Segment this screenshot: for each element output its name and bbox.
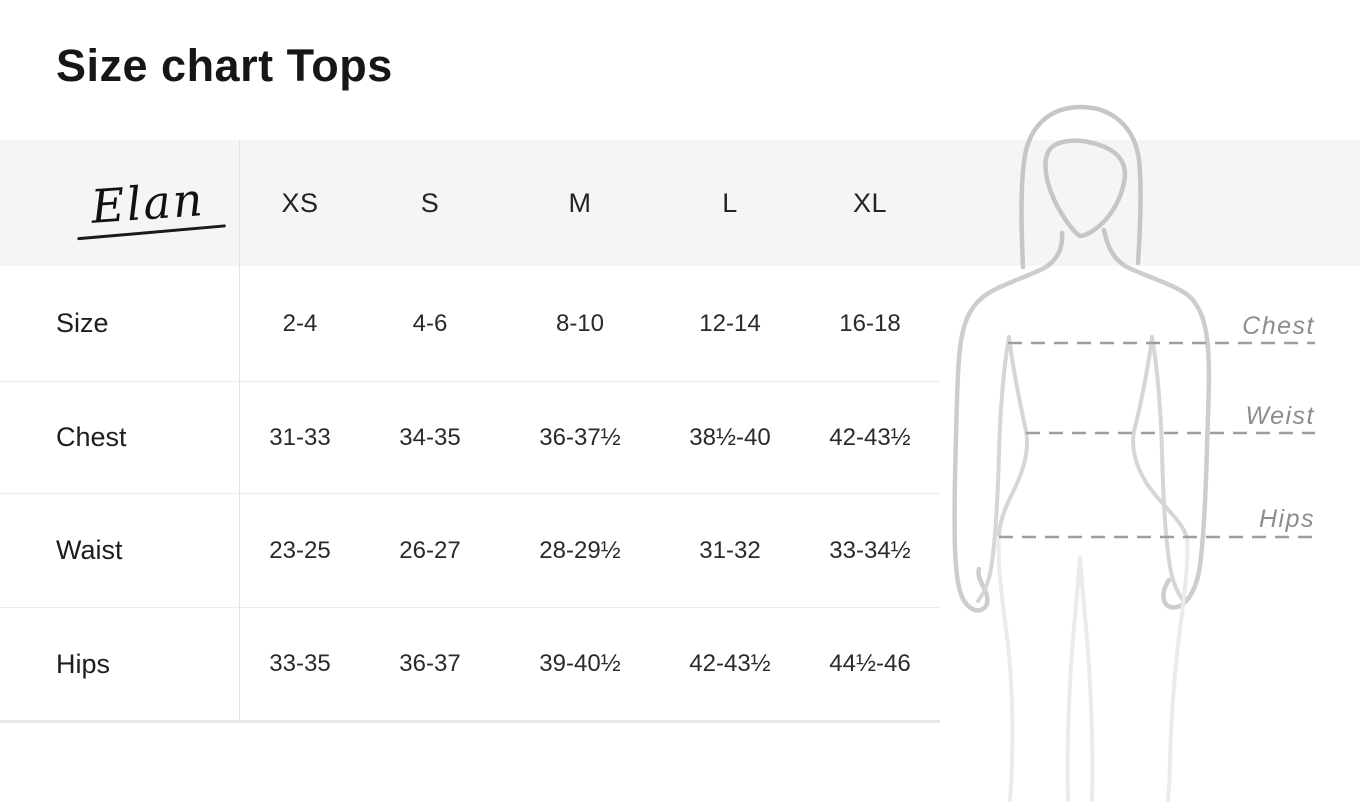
size-chart-table: Elan XS S M L XL Size 2-4 4-6 8-10 12-14… [0, 140, 940, 723]
column-header-m: M [568, 187, 592, 218]
table-cell: 23-25 [269, 536, 331, 564]
hips-measure-label: Hips [1258, 505, 1315, 533]
table-row-chest: Chest 31-33 34-35 36-37½ 38½-40 42-43½ [0, 381, 940, 493]
page-title: Size chart Tops [56, 40, 393, 91]
waist-measure-label: Weist [1245, 402, 1315, 430]
table-vertical-divider [239, 140, 240, 720]
column-header-xl: XL [852, 187, 888, 218]
table-cell: 36-37½ [539, 423, 621, 451]
table-header-row: Elan XS S M L XL [0, 140, 940, 266]
header-band [0, 140, 1360, 266]
table-cell: 36-37 [399, 650, 461, 677]
table-cell: 34-35 [399, 423, 461, 451]
table-cell: 8-10 [555, 309, 605, 337]
column-header-xs: XS [281, 187, 319, 218]
table-cell: 42-43½ [829, 423, 911, 451]
table-row-hips: Hips 33-35 36-37 39-40½ 42-43½ 44½-46 [0, 607, 940, 720]
table-cell: 31-32 [699, 536, 761, 564]
row-label-waist: Waist [56, 535, 123, 565]
brand-logo-text: Elan [89, 172, 207, 234]
figure-legs [996, 536, 1190, 802]
table-cell: 33-35 [269, 650, 331, 677]
body-figure-illustration [952, 104, 1315, 802]
table-cell: 39-40½ [539, 650, 621, 677]
table-cell: 4-6 [412, 309, 448, 337]
figure-head [1019, 104, 1143, 270]
brand-logo-cell: Elan [0, 172, 240, 241]
table-cell: 28-29½ [539, 536, 621, 564]
chest-measure-label: Chest [1242, 312, 1315, 340]
measurement-lines [999, 341, 1315, 539]
table-cell: 38½-40 [689, 423, 771, 451]
table-cell: 31-33 [269, 423, 331, 451]
table-row-waist: Waist 23-25 26-27 28-29½ 31-32 33-34½ [0, 493, 940, 607]
table-cell: 26-27 [399, 536, 461, 564]
figure-torso [976, 335, 1189, 603]
brand-logo: Elan [77, 172, 227, 241]
table-cell: 2-4 [282, 309, 318, 337]
table-cell: 44½-46 [829, 650, 911, 677]
row-label-hips: Hips [56, 648, 111, 679]
column-header-s: S [420, 187, 440, 218]
row-label-size: Size [56, 308, 109, 338]
table-cell: 42-43½ [689, 650, 771, 677]
table-cell: 12-14 [699, 309, 761, 337]
table-cell: 16-18 [839, 309, 901, 337]
column-header-l: L [722, 187, 738, 218]
table-cell: 33-34½ [829, 536, 911, 564]
row-label-chest: Chest [56, 422, 127, 452]
figure-shoulders-arms [952, 263, 1212, 613]
table-row-size: Size 2-4 4-6 8-10 12-14 16-18 [0, 266, 940, 381]
